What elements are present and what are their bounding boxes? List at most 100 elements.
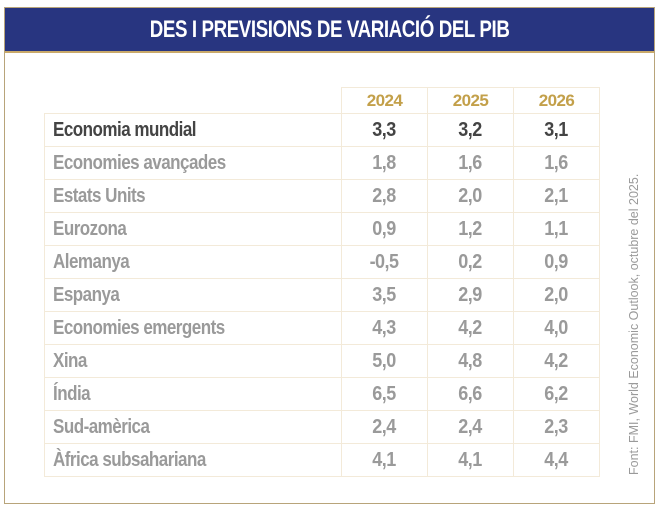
row-label-text: Sud-amèrica xyxy=(53,415,150,438)
cell-value: 4,2 xyxy=(427,311,514,345)
row-label: Sud-amèrica xyxy=(44,410,342,444)
row-label: Economies avançades xyxy=(44,146,342,180)
row-label: Alemanya xyxy=(44,245,342,279)
cell-value-text: 1,1 xyxy=(544,217,569,240)
table-row: Alemanya -0,5 0,2 0,9 xyxy=(44,245,600,279)
row-label-text: Economies emergents xyxy=(53,316,225,339)
row-label-text: Xina xyxy=(53,349,87,372)
cell-value-text: 1,6 xyxy=(458,151,483,174)
cell-value: 3,5 xyxy=(341,278,428,312)
cell-value-text: 2,0 xyxy=(458,184,483,207)
cell-value-text: 4,4 xyxy=(544,448,569,471)
cell-value-text: 2,3 xyxy=(544,415,569,438)
cell-value: 3,2 xyxy=(427,113,514,147)
gdp-table: 2024 2025 2026 Economia mundial 3,3 3,2 3,1… xyxy=(44,87,600,477)
cell-value: 0,9 xyxy=(513,245,600,279)
cell-value-text: 0,2 xyxy=(458,250,483,273)
row-label-text: Alemanya xyxy=(53,250,130,273)
cell-value: 6,2 xyxy=(513,377,600,411)
cell-value-text: 6,5 xyxy=(372,382,397,405)
header-blank xyxy=(44,87,342,114)
cell-value: 2,0 xyxy=(427,179,514,213)
cell-value-text: 3,5 xyxy=(372,283,397,306)
table-row: Índia 6,5 6,6 6,2 xyxy=(44,377,600,411)
cell-value: 3,1 xyxy=(513,113,600,147)
cell-value: 1,8 xyxy=(341,146,428,180)
table-row: Economia mundial 3,3 3,2 3,1 xyxy=(44,113,600,147)
cell-value: 0,2 xyxy=(427,245,514,279)
cell-value-text: 3,2 xyxy=(458,118,483,141)
row-label: Economia mundial xyxy=(44,113,342,147)
table-row: Xina 5,0 4,8 4,2 xyxy=(44,344,600,378)
year-header: 2024 xyxy=(341,87,428,114)
row-label: Xina xyxy=(44,344,342,378)
cell-value-text: 6,2 xyxy=(544,382,569,405)
table-row: Àfrica subsahariana 4,1 4,1 4,4 xyxy=(44,443,600,477)
cell-value-text: 2,1 xyxy=(544,184,569,207)
cell-value-text: 2,8 xyxy=(372,184,397,207)
card-frame xyxy=(4,7,655,504)
row-label: Índia xyxy=(44,377,342,411)
cell-value-text: 4,2 xyxy=(544,349,569,372)
cell-value: 2,0 xyxy=(513,278,600,312)
row-label: Àfrica subsahariana xyxy=(44,443,342,477)
cell-value-text: -0,5 xyxy=(370,250,399,273)
cell-value: 5,0 xyxy=(341,344,428,378)
cell-value-text: 4,1 xyxy=(372,448,397,471)
cell-value: 6,6 xyxy=(427,377,514,411)
row-label-text: Economia mundial xyxy=(53,118,196,141)
row-label: Eurozona xyxy=(44,212,342,246)
cell-value-text: 4,0 xyxy=(544,316,569,339)
row-label-text: Espanya xyxy=(53,283,120,306)
cell-value: 2,3 xyxy=(513,410,600,444)
cell-value: 4,1 xyxy=(427,443,514,477)
cell-value: 2,8 xyxy=(341,179,428,213)
cell-value: 6,5 xyxy=(341,377,428,411)
table-row: Economies avançades 1,8 1,6 1,6 xyxy=(44,146,600,180)
cell-value-text: 2,9 xyxy=(458,283,483,306)
table-row: Economies emergents 4,3 4,2 4,0 xyxy=(44,311,600,345)
row-label-text: Estats Units xyxy=(53,184,146,207)
table-header-row: 2024 2025 2026 xyxy=(44,87,600,114)
cell-value: 4,2 xyxy=(513,344,600,378)
cell-value-text: 2,0 xyxy=(544,283,569,306)
cell-value-text: 3,1 xyxy=(544,118,569,141)
row-label-text: Àfrica subsahariana xyxy=(53,448,206,471)
cell-value: 0,9 xyxy=(341,212,428,246)
cell-value-text: 4,2 xyxy=(458,316,483,339)
cell-value: 1,2 xyxy=(427,212,514,246)
cell-value-text: 6,6 xyxy=(458,382,483,405)
table-row: Sud-amèrica 2,4 2,4 2,3 xyxy=(44,410,600,444)
cell-value-text: 1,2 xyxy=(458,217,483,240)
row-label-text: Eurozona xyxy=(53,217,127,240)
row-label-text: Economies avançades xyxy=(53,151,226,174)
cell-value: 2,1 xyxy=(513,179,600,213)
table-row: Estats Units 2,8 2,0 2,1 xyxy=(44,179,600,213)
cell-value-text: 3,3 xyxy=(372,118,397,141)
row-label: Estats Units xyxy=(44,179,342,213)
cell-value: 2,4 xyxy=(341,410,428,444)
cell-value: 1,1 xyxy=(513,212,600,246)
cell-value-text: 2,4 xyxy=(458,415,483,438)
row-label: Economies emergents xyxy=(44,311,342,345)
page-title: DES I PREVISIONS DE VARIACIÓ DEL PIB xyxy=(149,15,510,43)
row-label: Espanya xyxy=(44,278,342,312)
table-row: Espanya 3,5 2,9 2,0 xyxy=(44,278,600,312)
source-note: Font: FMI, World Economic Outlook, octub… xyxy=(627,173,641,475)
title-bar: DES I PREVISIONS DE VARIACIÓ DEL PIB xyxy=(5,8,654,53)
cell-value: 2,9 xyxy=(427,278,514,312)
cell-value-text: 4,3 xyxy=(372,316,397,339)
cell-value-text: 0,9 xyxy=(372,217,397,240)
year-header: 2025 xyxy=(427,87,514,114)
cell-value: 4,0 xyxy=(513,311,600,345)
cell-value-text: 0,9 xyxy=(544,250,569,273)
cell-value: 4,1 xyxy=(341,443,428,477)
cell-value-text: 2,4 xyxy=(372,415,397,438)
cell-value: 2,4 xyxy=(427,410,514,444)
cell-value: 1,6 xyxy=(427,146,514,180)
year-header: 2026 xyxy=(513,87,600,114)
cell-value: 4,8 xyxy=(427,344,514,378)
row-label-text: Índia xyxy=(53,382,91,405)
cell-value-text: 1,6 xyxy=(544,151,569,174)
cell-value-text: 4,1 xyxy=(458,448,483,471)
